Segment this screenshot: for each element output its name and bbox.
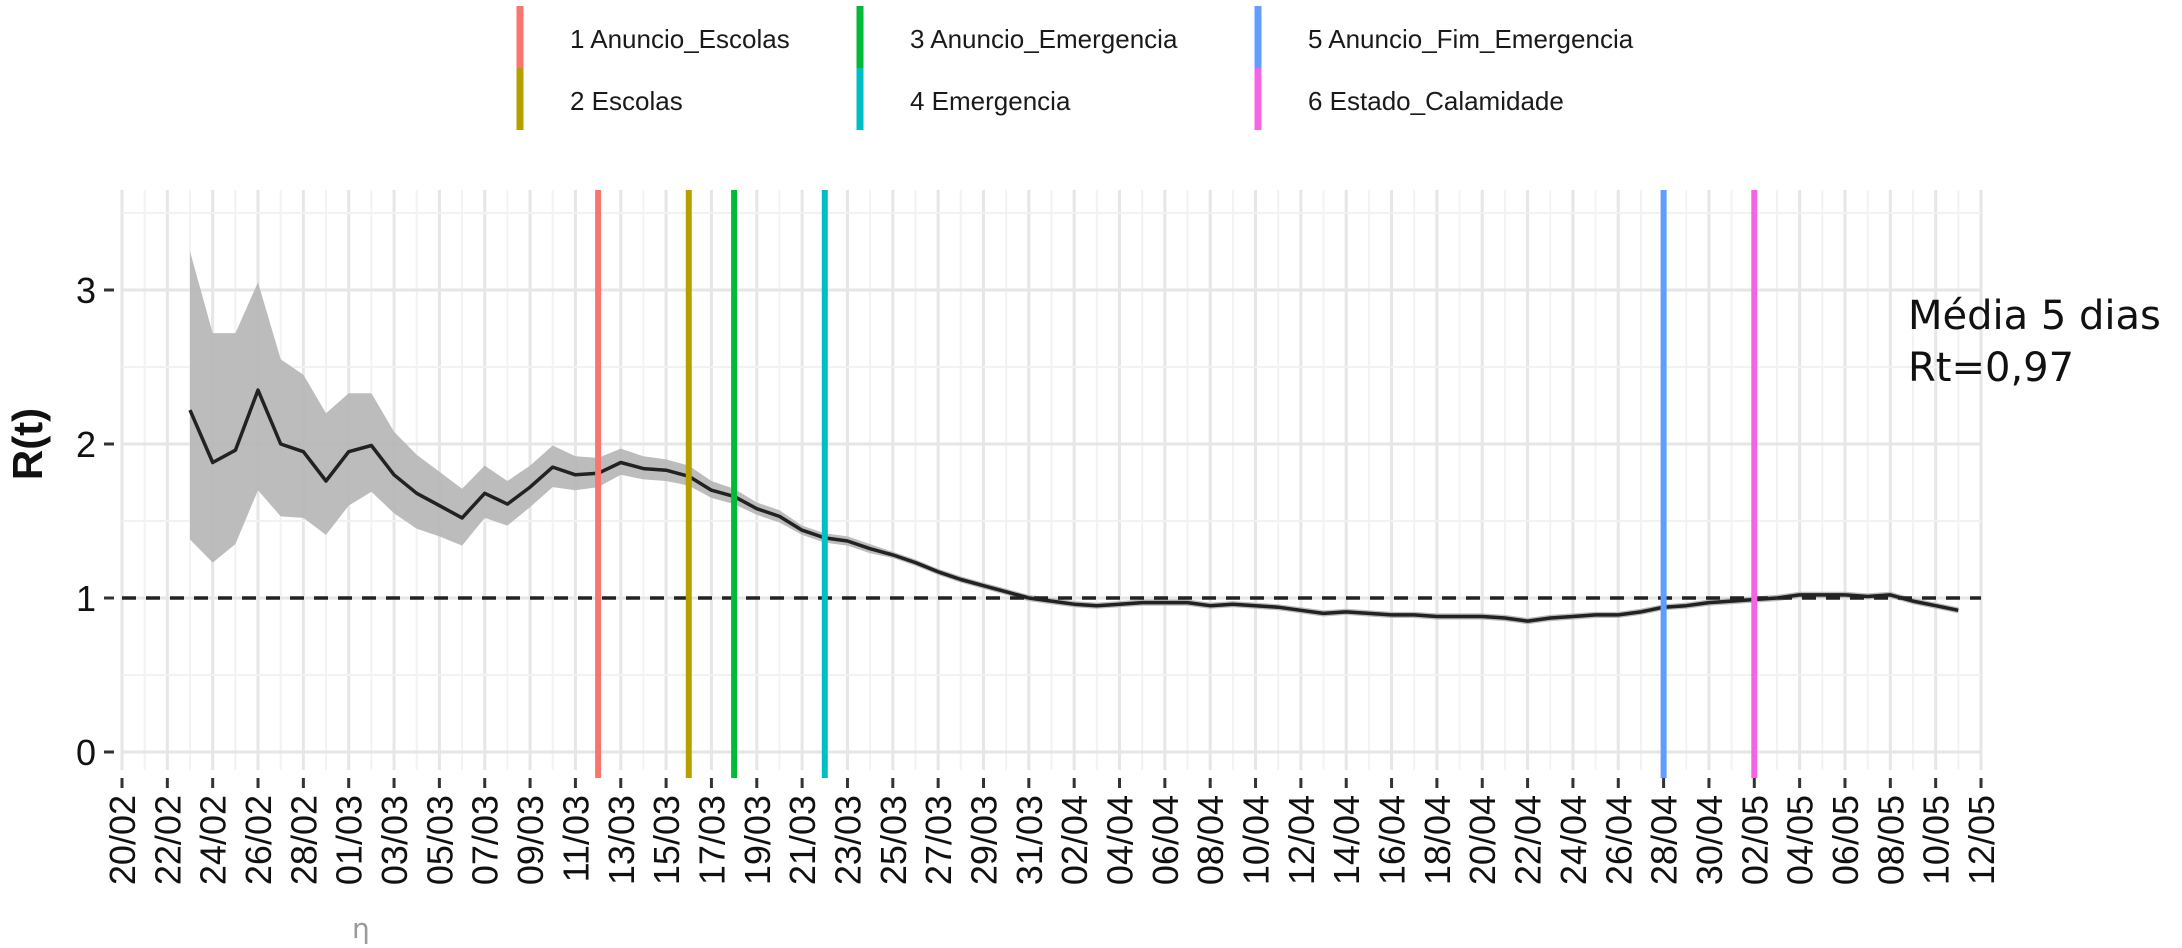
x-tick-label: 12/05 — [1961, 795, 2002, 885]
x-tick-label: 20/02 — [102, 795, 143, 885]
x-tick-label: 02/05 — [1734, 795, 1775, 885]
legend-label-5: 5 Anuncio_Fim_Emergencia — [1308, 24, 1634, 54]
x-tick-label: 04/05 — [1780, 795, 1821, 885]
legend-label-4: 4 Emergencia — [910, 86, 1071, 116]
x-tick-label: 27/03 — [918, 795, 959, 885]
stray-mark: η — [352, 912, 370, 945]
y-tick-label: 2 — [76, 424, 96, 465]
x-tick-label: 16/04 — [1372, 795, 1413, 885]
x-tick-label: 01/03 — [329, 795, 370, 885]
annotation-line-1: Média 5 dias — [1908, 293, 2161, 339]
x-tick-label: 10/05 — [1916, 795, 1957, 885]
x-tick-label: 18/04 — [1417, 795, 1458, 885]
x-tick-label: 04/04 — [1100, 795, 1141, 885]
x-tick-label: 22/02 — [147, 795, 188, 885]
x-tick-label: 23/03 — [827, 795, 868, 885]
x-tick-label: 17/03 — [691, 795, 732, 885]
x-tick-label: 05/03 — [419, 795, 460, 885]
x-tick-label: 29/03 — [963, 795, 1004, 885]
x-tick-label: 07/03 — [465, 795, 506, 885]
x-tick-label: 15/03 — [646, 795, 687, 885]
x-tick-label: 02/04 — [1054, 795, 1095, 885]
x-tick-label: 31/03 — [1009, 795, 1050, 885]
legend-label-6: 6 Estado_Calamidade — [1308, 86, 1564, 116]
x-tick-label: 30/04 — [1689, 795, 1730, 885]
x-tick-label: 13/03 — [601, 795, 642, 885]
x-tick-label: 24/04 — [1553, 795, 1594, 885]
y-tick-label: 1 — [76, 578, 96, 619]
x-tick-label: 28/02 — [283, 795, 324, 885]
x-tick-label: 10/04 — [1236, 795, 1277, 885]
legend-label-1: 1 Anuncio_Escolas — [570, 24, 790, 54]
x-tick-label: 11/03 — [555, 795, 596, 882]
x-tick-label: 21/03 — [782, 795, 823, 885]
x-tick-label: 08/05 — [1870, 795, 1911, 885]
x-tick-label: 28/04 — [1644, 795, 1685, 885]
x-tick-label: 24/02 — [193, 795, 234, 885]
annotation-line-2: Rt=0,97 — [1908, 345, 2075, 391]
x-tick-label: 06/04 — [1145, 795, 1186, 885]
x-tick-label: 06/05 — [1825, 795, 1866, 885]
x-tick-label: 25/03 — [873, 795, 914, 885]
x-tick-label: 26/04 — [1598, 795, 1639, 885]
y-tick-label: 3 — [76, 270, 96, 311]
x-tick-label: 14/04 — [1326, 795, 1367, 885]
x-tick-label: 09/03 — [510, 795, 551, 885]
legend: 1 Anuncio_Escolas 2 Escolas 3 Anuncio_Emer… — [516, 6, 1634, 130]
x-tick-label: 20/04 — [1462, 795, 1503, 885]
legend-label-2: 2 Escolas — [570, 86, 683, 116]
legend-label-3: 3 Anuncio_Emergencia — [910, 24, 1178, 54]
event-lines — [595, 190, 1758, 778]
x-tick-label: 03/03 — [374, 795, 415, 885]
x-tick-label: 12/04 — [1281, 795, 1322, 885]
y-axis-title: R(t) — [4, 408, 51, 480]
x-tick-label: 08/04 — [1190, 795, 1231, 885]
x-tick-label: 26/02 — [238, 795, 279, 885]
x-tick-label: 19/03 — [737, 795, 778, 885]
y-tick-label: 0 — [76, 732, 96, 773]
rt-annotation: Média 5 dias Rt=0,97 — [1908, 290, 2161, 394]
x-tick-label: 22/04 — [1508, 795, 1549, 885]
